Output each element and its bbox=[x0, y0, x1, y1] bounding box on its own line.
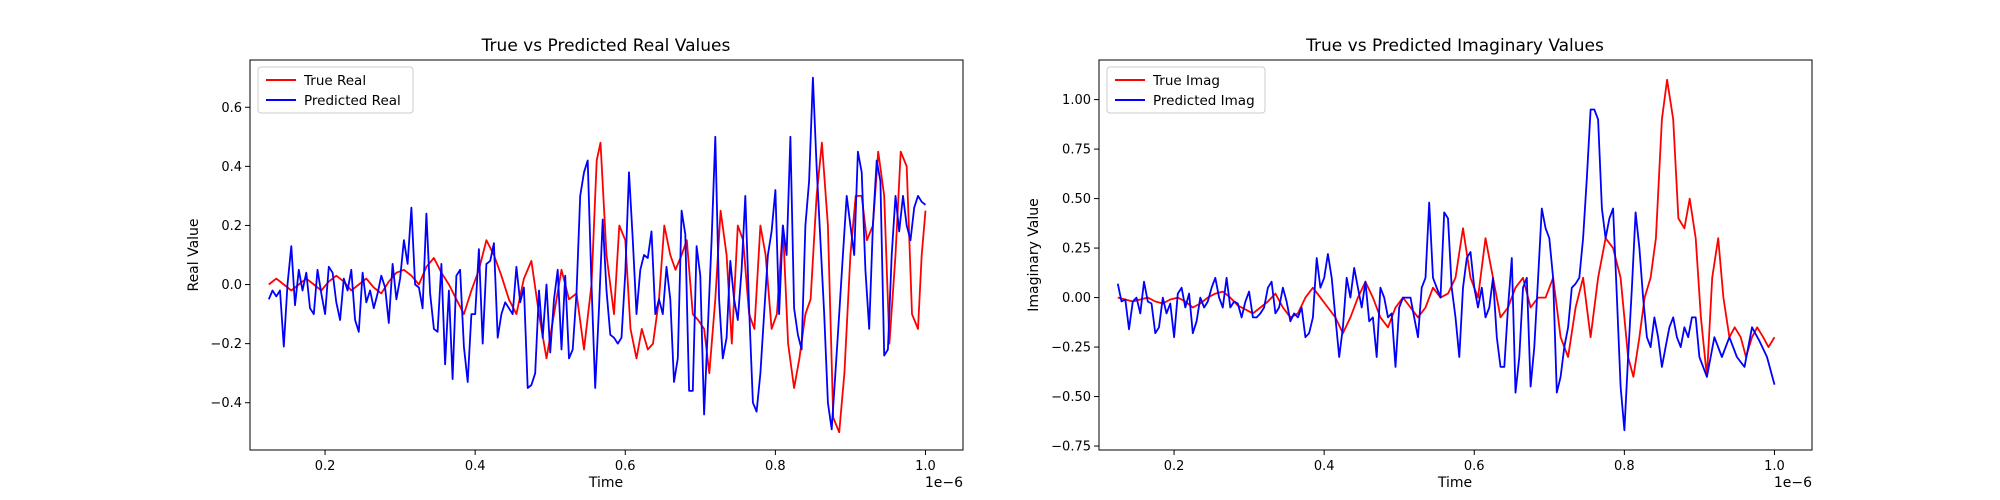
x-axis-label: Time bbox=[588, 475, 623, 491]
y-tick-label: 0.0 bbox=[221, 278, 242, 293]
series-group bbox=[1116, 78, 1776, 432]
x-ticks: 0.2 0.4 0.6 0.8 1.0 bbox=[1164, 450, 1785, 474]
legend-label-true-imag: True Imag bbox=[1152, 73, 1220, 89]
chart-real: 0.2 0.4 0.6 0.8 1.0 −0.4 −0.2 0.0 0.2 0.4 0.6 Tru… bbox=[186, 36, 964, 491]
y-axis-label: Real Value bbox=[186, 218, 202, 291]
legend-label-predicted-imag: Predicted Imag bbox=[1153, 93, 1255, 109]
y-ticks: −0.4 −0.2 0.0 0.2 0.4 0.6 bbox=[210, 101, 250, 411]
x-tick-label: 0.2 bbox=[315, 459, 336, 474]
series-line-predicted-real bbox=[267, 76, 927, 431]
x-offset-label: 1e−6 bbox=[1774, 475, 1812, 491]
series-group bbox=[267, 76, 927, 434]
x-tick-label: 1.0 bbox=[915, 459, 936, 474]
y-tick-label: −0.25 bbox=[1051, 341, 1091, 356]
x-tick-label: 0.4 bbox=[465, 459, 486, 474]
plot-area bbox=[1098, 59, 1813, 451]
legend-box bbox=[1106, 66, 1266, 114]
x-axis-label: Time bbox=[1437, 475, 1472, 491]
x-tick-label: 0.2 bbox=[1164, 459, 1185, 474]
x-tick-label: 0.8 bbox=[765, 459, 786, 474]
series-line-predicted-imag bbox=[1116, 108, 1776, 432]
y-tick-label: −0.4 bbox=[210, 396, 242, 411]
x-ticks: 0.2 0.4 0.6 0.8 1.0 bbox=[315, 450, 936, 474]
chart-imaginary: 0.2 0.4 0.6 0.8 1.0 −0.75 −0.50 −0.25 0.00 0.25 0… bbox=[1026, 36, 1813, 491]
legend: True Imag Predicted Imag bbox=[1106, 66, 1266, 114]
legend-label-predicted-real: Predicted Real bbox=[304, 93, 401, 109]
y-tick-label: 0.00 bbox=[1062, 291, 1091, 306]
y-tick-label: 0.75 bbox=[1062, 143, 1091, 158]
y-tick-label: −0.2 bbox=[210, 337, 242, 352]
y-ticks: −0.75 −0.50 −0.25 0.00 0.25 0.50 0.75 1.00 bbox=[1051, 93, 1099, 455]
y-tick-label: 0.2 bbox=[221, 219, 242, 234]
x-tick-label: 1.0 bbox=[1764, 459, 1785, 474]
x-tick-label: 0.6 bbox=[615, 459, 636, 474]
y-tick-label: 1.00 bbox=[1062, 93, 1091, 108]
series-line-true-real bbox=[268, 141, 927, 434]
y-tick-label: −0.50 bbox=[1051, 390, 1091, 405]
x-tick-label: 0.6 bbox=[1464, 459, 1485, 474]
chart-title: True vs Predicted Real Values bbox=[481, 36, 731, 56]
y-tick-label: 0.4 bbox=[221, 160, 242, 175]
y-axis-label: Imaginary Value bbox=[1026, 198, 1042, 312]
legend: True Real Predicted Real bbox=[257, 66, 414, 114]
x-tick-label: 0.8 bbox=[1614, 459, 1635, 474]
y-tick-label: 0.6 bbox=[221, 101, 242, 116]
chart-title: True vs Predicted Imaginary Values bbox=[1305, 36, 1604, 56]
legend-box bbox=[257, 66, 414, 114]
x-offset-label: 1e−6 bbox=[925, 475, 963, 491]
y-tick-label: −0.75 bbox=[1051, 440, 1091, 455]
legend-label-true-real: True Real bbox=[303, 73, 366, 89]
x-tick-label: 0.4 bbox=[1314, 459, 1335, 474]
y-tick-label: 0.25 bbox=[1062, 242, 1091, 257]
y-tick-label: 0.50 bbox=[1062, 192, 1091, 207]
